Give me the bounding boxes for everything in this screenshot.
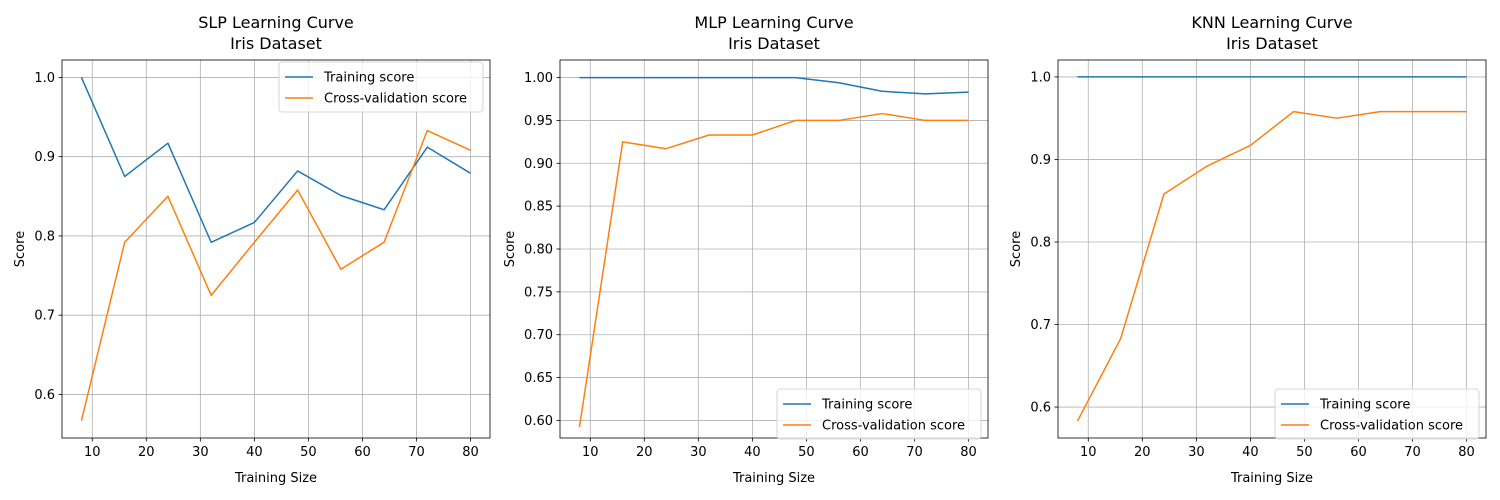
legend-entry: Cross-validation score (822, 419, 965, 434)
x-tick-label: 80 (960, 445, 977, 460)
chart-subtitle: Iris Dataset (230, 34, 322, 53)
y-tick-label: 0.9 (1030, 153, 1051, 168)
series-line-training (80, 77, 471, 244)
x-axis-label: Training Size (732, 471, 815, 486)
legend-entry: Training score (821, 398, 912, 413)
y-axis-label: Score (503, 231, 518, 267)
x-axis-label: Training Size (1230, 471, 1313, 486)
x-tick-label: 60 (852, 445, 869, 460)
series-line-training (579, 76, 969, 95)
y-tick-label: 0.6 (1030, 401, 1051, 416)
legend: Training score Cross-validation score (278, 61, 484, 113)
x-tick-label: 60 (1350, 445, 1367, 460)
x-tick-label: 70 (1404, 445, 1421, 460)
x-tick-label: 20 (636, 445, 653, 460)
legend-entry: Training score (323, 71, 414, 86)
legend-entry: Cross-validation score (1320, 419, 1463, 434)
legend-entry: Cross-validation score (324, 92, 467, 107)
chart-panel-3: 10 20 30 40 50 60 70 80 0.6 0.7 0.8 0.9 1.0 KNN Learn… (1009, 13, 1487, 486)
y-tick-label: 1.00 (524, 71, 553, 86)
y-axis-label: Score (13, 231, 28, 267)
x-tick-label: 70 (906, 445, 923, 460)
legend: Training score Cross-validation score (776, 388, 982, 440)
x-tick-label: 10 (84, 445, 101, 460)
legend-box (278, 61, 484, 113)
y-tick-label: 0.80 (524, 243, 553, 258)
x-tick-label: 50 (1296, 445, 1313, 460)
chart-subtitle: Iris Dataset (1226, 34, 1318, 53)
y-axis-label: Score (1009, 231, 1024, 267)
x-tick-label: 40 (744, 445, 761, 460)
legend: Training score Cross-validation score (1274, 388, 1480, 440)
y-tick-label: 0.95 (524, 114, 553, 129)
y-tick-label: 0.7 (34, 309, 55, 324)
legend-entry: Training score (1319, 398, 1410, 413)
y-tick-label: 0.85 (524, 200, 553, 215)
y-tick-label: 1.0 (34, 71, 55, 86)
chart-panel-1: 10 20 30 40 50 60 70 80 0.6 0.7 0.8 0.9 1.0 SLP Learn… (13, 13, 491, 486)
axes-frame (61, 59, 491, 439)
x-tick-label: 60 (354, 445, 371, 460)
series-line-cross-validation (578, 112, 969, 428)
x-tick-label: 10 (582, 445, 599, 460)
y-tick-label: 0.9 (34, 150, 55, 165)
y-tick-label: 0.65 (524, 371, 553, 386)
x-tick-label: 30 (192, 445, 209, 460)
x-tick-label: 50 (798, 445, 815, 460)
chart-panel-2: 10 20 30 40 50 60 70 80 0.60 0.65 0.70 0.75 0.80 0.85… (503, 13, 989, 486)
y-tick-label: 1.0 (1030, 70, 1051, 85)
x-tick-label: 40 (1242, 445, 1259, 460)
x-tick-label: 10 (1080, 445, 1097, 460)
x-tick-label: 50 (300, 445, 317, 460)
axes-frame (1057, 59, 1487, 439)
x-tick-label: 80 (1458, 445, 1475, 460)
x-axis-label: Training Size (234, 471, 317, 486)
y-tick-label: 0.8 (1030, 235, 1051, 250)
x-tick-label: 20 (1134, 445, 1151, 460)
y-tick-label: 0.8 (34, 229, 55, 244)
y-tick-label: 0.7 (1030, 318, 1051, 333)
x-tick-label: 80 (462, 445, 479, 460)
x-tick-label: 30 (690, 445, 707, 460)
chart-title: MLP Learning Curve (694, 13, 853, 32)
x-tick-label: 20 (138, 445, 155, 460)
x-tick-label: 70 (408, 445, 425, 460)
chart-title: KNN Learning Curve (1191, 13, 1352, 32)
chart-title: SLP Learning Curve (198, 13, 354, 32)
y-tick-label: 0.6 (34, 388, 55, 403)
x-tick-label: 40 (246, 445, 263, 460)
y-tick-label: 0.70 (524, 328, 553, 343)
chart-subtitle: Iris Dataset (728, 34, 820, 53)
y-tick-label: 0.90 (524, 157, 553, 172)
series-line-cross-validation (1076, 110, 1467, 422)
series-line-cross-validation (80, 129, 471, 421)
legend-box (1274, 388, 1480, 440)
y-tick-label: 0.75 (524, 285, 553, 300)
x-tick-label: 30 (1188, 445, 1205, 460)
y-tick-label: 0.60 (524, 414, 553, 429)
legend-box (776, 388, 982, 440)
